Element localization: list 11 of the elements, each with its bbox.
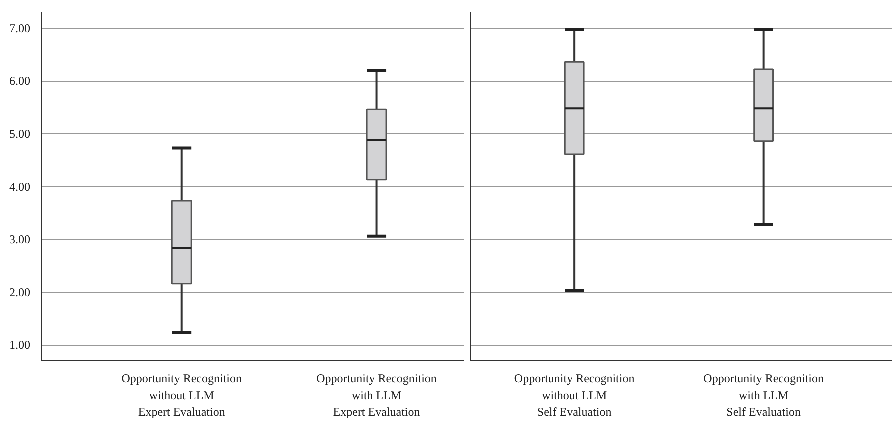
x-tick-label: Opportunity Recognition with LLM Expert Evaluation xyxy=(316,372,437,420)
x-tick-label: Opportunity Recognition without LLM Expert Evaluation xyxy=(122,372,242,420)
y-tick-label: 2.00 xyxy=(10,285,30,300)
y-tick-label: 3.00 xyxy=(10,232,30,247)
y-tick-label: 5.00 xyxy=(10,126,30,141)
x-tick-label: Opportunity Recognition without LLM Self Evaluation xyxy=(514,372,635,420)
y-tick-label: 1.00 xyxy=(10,338,30,352)
y-tick-label: 4.00 xyxy=(10,180,30,194)
y-tick-label: 7.00 xyxy=(10,21,30,36)
y-tick-label: 6.00 xyxy=(10,74,30,88)
x-tick-label: Opportunity Recognition with LLM Self Evaluation xyxy=(704,372,824,420)
